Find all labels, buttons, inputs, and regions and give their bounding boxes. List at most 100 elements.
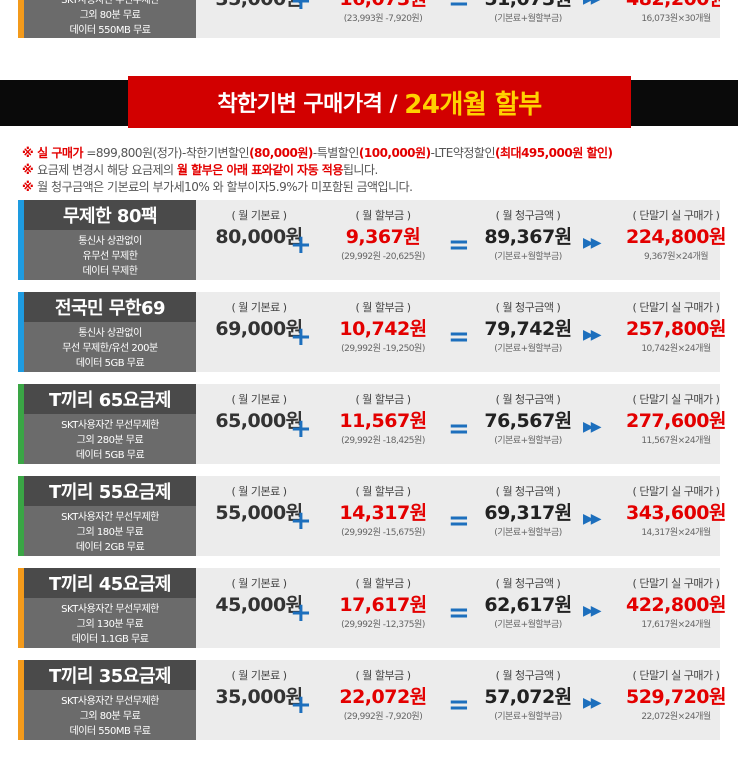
arrow-icon: ▶▶ [583, 235, 601, 251]
total-value: 76,567원 [484, 410, 572, 432]
plan-desc-line: 그외 180분 무료 [76, 527, 144, 538]
plan-desc-line: 그외 80분 무료 [79, 10, 141, 21]
base-fee-column: ( 월 기본료 ) 45,000원 [204, 576, 314, 618]
note-text: (최대495,000원 할인) [495, 146, 613, 160]
total-column: ( 월 청구금액 ) 69,317원 (기본료+월할부금) [473, 484, 583, 540]
installment-value: 11,567원 [339, 410, 427, 432]
arrow-icon: ▶▶ [583, 0, 601, 7]
total-header: ( 월 청구금액 ) [495, 485, 561, 498]
plan-stripe [18, 660, 24, 740]
note-line: ※ 실 구매가 =899,800원(정가)-착한기변할인(80,000원)-특별할… [22, 145, 613, 162]
plan-info: 무제한 80팩 통신사 상관없이 유무선 무제한 데이터 무제한 [24, 200, 196, 280]
note-marker: ※ [22, 163, 34, 177]
plan-stripe [18, 476, 24, 556]
total-sub: (기본료+월할부금) [494, 528, 562, 538]
plan-description: 통신사 상관없이 무선 무제한/유선 200분 데이터 5GB 무료 [24, 322, 196, 371]
total-value: 79,742원 [484, 318, 572, 340]
plan-card: 전국민 무한69 통신사 상관없이 무선 무제한/유선 200분 데이터 5GB 무료… [18, 292, 727, 372]
plan-desc-line: 무선 무제한/유선 200분 [62, 343, 158, 354]
plan-desc-line: SKT사용자간 무선무제한 [61, 512, 159, 523]
plan-name: 무제한 80팩 [24, 200, 196, 230]
plan-info: 전국민 무한69 통신사 상관없이 무선 무제한/유선 200분 데이터 5GB 무료 [24, 292, 196, 372]
plan-description: SKT사용자간 무선무제한 그외 280분 무료 데이터 5GB 무료 [24, 414, 196, 463]
price-column: 482,200원 16,073원×30개월 [616, 0, 720, 26]
total-column: ( 월 청구금액 ) 62,617원 (기본료+월할부금) [473, 576, 583, 632]
plan-card: T끼리 35요금제 SKT사용자간 무선무제한 그외 80분 무료 데이터 550MB… [18, 660, 727, 740]
total-sub: (기본료+월할부금) [494, 436, 562, 446]
plan-name: T끼리 45요금제 [24, 568, 196, 598]
plan-card: 무제한 80팩 통신사 상관없이 유무선 무제한 데이터 무제한 ( 월 기본료 ) 80… [18, 200, 727, 280]
arrow-icon: ▶▶ [583, 603, 601, 619]
plan-desc-line: SKT사용자간 무선무제한 [61, 0, 159, 6]
installment-column: ( 월 할부금 ) 22,072원 (29,992원 -7,920원) [318, 668, 448, 724]
price-header: ( 단말기 실 구매가 ) [632, 209, 720, 222]
note-text: 됩니다. [342, 163, 378, 177]
plan-description: SKT사용자간 무선무제한 그외 80분 무료 데이터 550MB 무료 [24, 690, 196, 739]
price-column: ( 단말기 실 구매가 ) 343,600원 14,317원×24개월 [616, 484, 736, 540]
total-sub: (기본료+월할부금) [494, 14, 562, 24]
plan-desc-line: SKT사용자간 무선무제한 [61, 604, 159, 615]
base-fee-header: ( 월 기본료 ) [231, 485, 287, 498]
base-fee-column: ( 월 기본료 ) 69,000원 [204, 300, 314, 342]
plan-desc-line: 데이터 550MB 무료 [69, 25, 151, 36]
price-column: ( 단말기 실 구매가 ) 277,600원 11,567원×24개월 [616, 392, 736, 448]
note-marker: ※ [22, 180, 34, 194]
plan-card: T끼리 55요금제 SKT사용자간 무선무제한 그외 180분 무료 데이터 2GB … [18, 476, 727, 556]
plan-stripe [18, 384, 24, 464]
base-fee-value: 65,000원 [215, 410, 303, 432]
base-fee-value: 80,000원 [215, 226, 303, 248]
installment-sub: (29,992원 -19,250원) [341, 344, 425, 354]
plan-info: T끼리 55요금제 SKT사용자간 무선무제한 그외 180분 무료 데이터 2GB … [24, 476, 196, 556]
installment-column: 16,073원 (23,993원 -7,920원) [318, 0, 448, 26]
price-header: ( 단말기 실 구매가 ) [632, 485, 720, 498]
note-text: 실 구매가 [37, 146, 84, 160]
base-fee-value: 55,000원 [215, 502, 303, 524]
plus-sign: + [290, 322, 312, 352]
plan-name: T끼리 35요금제 [24, 660, 196, 690]
plan-desc-line: 통신사 상관없이 [78, 236, 142, 247]
price-header: ( 단말기 실 구매가 ) [632, 577, 720, 590]
installment-value: 9,367원 [345, 226, 421, 248]
price-sub: 22,072원×24개월 [641, 712, 711, 722]
base-fee-column: ( 월 기본료 ) 65,000원 [204, 392, 314, 434]
plan-desc-line: 그외 130분 무료 [76, 619, 144, 630]
installment-value: 10,742원 [339, 318, 427, 340]
installment-header: ( 월 할부금 ) [355, 301, 411, 314]
plan-info: T끼리 35요금제 SKT사용자간 무선무제한 그외 80분 무료 데이터 550MB… [24, 660, 196, 740]
installment-value: 22,072원 [339, 686, 427, 708]
base-fee-value: 69,000원 [215, 318, 303, 340]
installment-header: ( 월 할부금 ) [355, 209, 411, 222]
equals-sign: = [448, 414, 470, 444]
plan-desc-line: 통신사 상관없이 [78, 328, 142, 339]
note-text: (100,000원) [358, 146, 431, 160]
plan-desc-line: 그외 80분 무료 [79, 711, 141, 722]
price-value: 343,600원 [625, 502, 727, 524]
plan-description: SKT사용자간 무선무제한 그외 80분 무료 데이터 550MB 무료 [24, 0, 196, 38]
installment-sub: (23,993원 -7,920원) [343, 14, 423, 24]
price-column: ( 단말기 실 구매가 ) 422,800원 17,617원×24개월 [616, 576, 736, 632]
installment-column: ( 월 할부금 ) 14,317원 (29,992원 -15,675원) [318, 484, 448, 540]
banner-highlight: 24개월 할부 [404, 89, 542, 120]
arrow-icon: ▶▶ [583, 695, 601, 711]
price-header: ( 단말기 실 구매가 ) [632, 301, 720, 314]
installment-column: ( 월 할부금 ) 10,742원 (29,992원 -19,250원) [318, 300, 448, 356]
plan-desc-line: SKT사용자간 무선무제한 [61, 696, 159, 707]
price-column: ( 단말기 실 구매가 ) 224,800원 9,367원×24개월 [616, 208, 736, 264]
total-value: 57,072원 [484, 686, 572, 708]
section-banner: 착한기변 구매가격 / 24개월 할부 [128, 76, 631, 128]
total-header: ( 월 청구금액 ) [495, 577, 561, 590]
notes: ※ 실 구매가 =899,800원(정가)-착한기변할인(80,000원)-특별할… [22, 145, 613, 196]
note-text: -LTE약정할인 [430, 146, 496, 160]
installment-column: ( 월 할부금 ) 9,367원 (29,992원 -20,625원) [318, 208, 448, 264]
price-value: 257,800원 [625, 318, 727, 340]
total-header: ( 월 청구금액 ) [495, 393, 561, 406]
plan-desc-line: SKT사용자간 무선무제한 [61, 420, 159, 431]
installment-column: ( 월 할부금 ) 11,567원 (29,992원 -18,425원) [318, 392, 448, 448]
plan-description: SKT사용자간 무선무제한 그외 180분 무료 데이터 2GB 무료 [24, 506, 196, 555]
plan-info: T끼리 45요금제 SKT사용자간 무선무제한 그외 130분 무료 데이터 1.1G… [24, 568, 196, 648]
base-fee-header: ( 월 기본료 ) [231, 669, 287, 682]
banner-title: 착한기변 구매가격 / [217, 92, 398, 117]
note-text: 월 할부은 아래 표와같이 자동 적용 [176, 163, 343, 177]
installment-column: ( 월 할부금 ) 17,617원 (29,992원 -12,375원) [318, 576, 448, 632]
total-column: ( 월 청구금액 ) 79,742원 (기본료+월할부금) [473, 300, 583, 356]
